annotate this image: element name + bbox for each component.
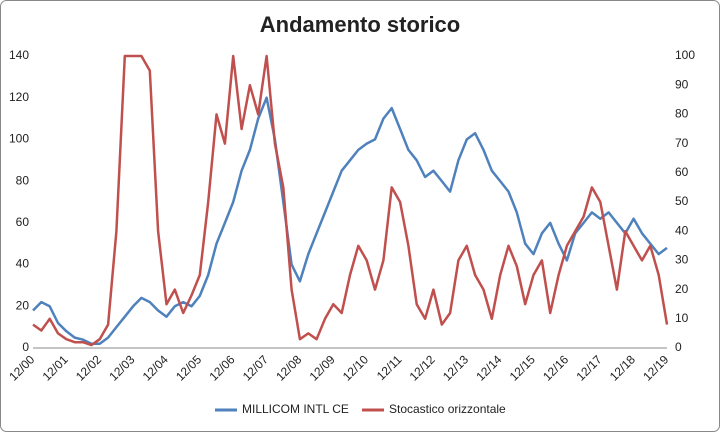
y2-tick-label: 0 (675, 340, 682, 354)
y2-tick-label: 60 (675, 165, 689, 179)
y-tick-label: 0 (22, 340, 29, 354)
y2-tick-label: 80 (675, 107, 689, 121)
y-tick-label: 120 (9, 90, 29, 104)
y2-tick-label: 70 (675, 136, 689, 150)
y2-tick-label: 100 (675, 48, 695, 62)
legend-label: MILLICOM INTL CE (242, 402, 349, 416)
y2-tick-label: 20 (675, 282, 689, 296)
y-tick-label: 140 (9, 48, 29, 62)
y-tick-label: 20 (16, 298, 30, 312)
y-tick-label: 60 (16, 215, 30, 229)
y2-tick-label: 10 (675, 311, 689, 325)
series-line (32, 54, 669, 347)
y2-tick-label: 50 (675, 194, 689, 208)
legend-label: Stocastico orizzontale (389, 402, 506, 416)
y-tick-label: 40 (16, 257, 30, 271)
y-tick-label: 80 (16, 173, 30, 187)
series-line (32, 96, 668, 346)
chart-title: Andamento storico (260, 12, 460, 37)
y2-tick-label: 30 (675, 253, 689, 267)
y2-tick-label: 40 (675, 223, 689, 237)
y-tick-label: 100 (9, 132, 29, 146)
y2-tick-label: 90 (675, 77, 689, 91)
